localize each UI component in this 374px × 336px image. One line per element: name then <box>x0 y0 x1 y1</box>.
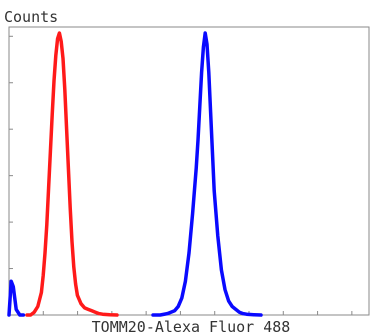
y-axis-ticks <box>9 35 13 270</box>
x-axis-label: TOMM20-Alexa Fluor 488 <box>92 318 291 336</box>
series-line-3 <box>151 31 263 317</box>
plot-frame <box>8 26 370 316</box>
series-line-2 <box>7 279 26 317</box>
y-axis-label: Counts <box>4 8 58 26</box>
series-layer <box>7 31 263 317</box>
series-line-1 <box>25 31 119 317</box>
